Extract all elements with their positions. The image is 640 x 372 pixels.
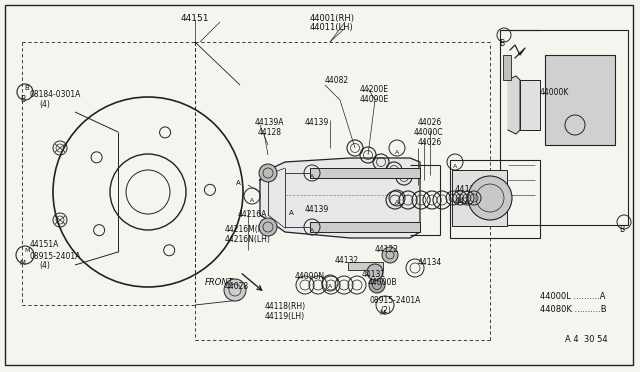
Text: 44080K ..........B: 44080K ..........B	[540, 305, 607, 314]
Text: 44139: 44139	[305, 118, 329, 127]
Bar	[545, 55, 615, 145]
Text: B: B	[499, 38, 504, 48]
Text: M: M	[24, 248, 29, 253]
Circle shape	[367, 264, 383, 280]
Text: 44001(RH): 44001(RH)	[310, 14, 355, 23]
Bar	[450, 160, 540, 238]
Text: 44028: 44028	[225, 282, 249, 291]
Text: 44131: 44131	[362, 270, 386, 279]
Text: 44216N(LH): 44216N(LH)	[225, 235, 271, 244]
Text: A: A	[395, 150, 399, 154]
Bar	[500, 30, 628, 225]
Text: 44119(LH): 44119(LH)	[265, 312, 305, 321]
Text: 44000B: 44000B	[368, 278, 397, 287]
Circle shape	[224, 279, 246, 301]
Text: 44090N: 44090N	[295, 272, 325, 281]
Text: 08184-0301A: 08184-0301A	[30, 90, 81, 99]
Text: 44151A: 44151A	[30, 240, 60, 249]
Text: 44200E: 44200E	[360, 85, 389, 94]
Circle shape	[382, 247, 398, 263]
Circle shape	[259, 164, 277, 182]
Text: A: A	[453, 164, 457, 169]
Text: A: A	[395, 199, 399, 205]
Text: A: A	[236, 180, 241, 186]
Text: 08915-2401A: 08915-2401A	[370, 296, 421, 305]
Circle shape	[369, 277, 385, 293]
Circle shape	[259, 218, 277, 236]
Polygon shape	[260, 158, 420, 238]
Text: 44128: 44128	[258, 128, 282, 137]
Text: 44139A: 44139A	[255, 118, 285, 127]
Bar	[310, 168, 420, 178]
Text: B: B	[24, 85, 29, 91]
Text: (2): (2)	[380, 306, 391, 315]
Text: 44151: 44151	[180, 14, 209, 23]
Text: A 4  30 54: A 4 30 54	[565, 335, 607, 344]
Circle shape	[468, 176, 512, 220]
Text: 44132: 44132	[335, 256, 359, 265]
Text: (4): (4)	[39, 100, 50, 109]
Text: 44026: 44026	[418, 138, 442, 147]
Text: A: A	[289, 210, 293, 216]
Text: 44204: 44204	[455, 197, 481, 206]
Text: FRONT: FRONT	[205, 278, 234, 287]
Text: 44122: 44122	[375, 245, 399, 254]
Text: 44134: 44134	[418, 258, 442, 267]
Text: 44216M(RH): 44216M(RH)	[225, 225, 273, 234]
Text: 44118(RH): 44118(RH)	[265, 302, 306, 311]
Text: 44026: 44026	[418, 118, 442, 127]
Text: B: B	[620, 225, 625, 234]
Text: 44216A: 44216A	[238, 210, 268, 219]
Text: 44090E: 44090E	[360, 95, 389, 104]
Text: (4): (4)	[39, 261, 50, 270]
Bar	[520, 80, 540, 130]
Text: B: B	[20, 96, 26, 105]
Text: A: A	[250, 198, 254, 202]
Text: A: A	[310, 174, 314, 180]
Text: M: M	[379, 310, 385, 316]
Text: 44130: 44130	[455, 185, 481, 194]
Text: M: M	[19, 260, 25, 266]
Text: A: A	[328, 285, 332, 289]
Bar	[310, 222, 420, 232]
Text: 44000K: 44000K	[540, 88, 570, 97]
Bar	[348, 262, 383, 270]
Text: A: A	[310, 228, 314, 234]
Polygon shape	[508, 76, 520, 134]
Text: 44000C: 44000C	[414, 128, 444, 137]
Bar	[503, 55, 511, 80]
Text: 08915-2401A: 08915-2401A	[30, 252, 81, 261]
Text: 44139: 44139	[305, 205, 329, 214]
Text: 44000L ..........A: 44000L ..........A	[540, 292, 605, 301]
Text: 44011(LH): 44011(LH)	[310, 23, 354, 32]
Bar	[452, 170, 507, 226]
Text: 44082: 44082	[325, 76, 349, 85]
